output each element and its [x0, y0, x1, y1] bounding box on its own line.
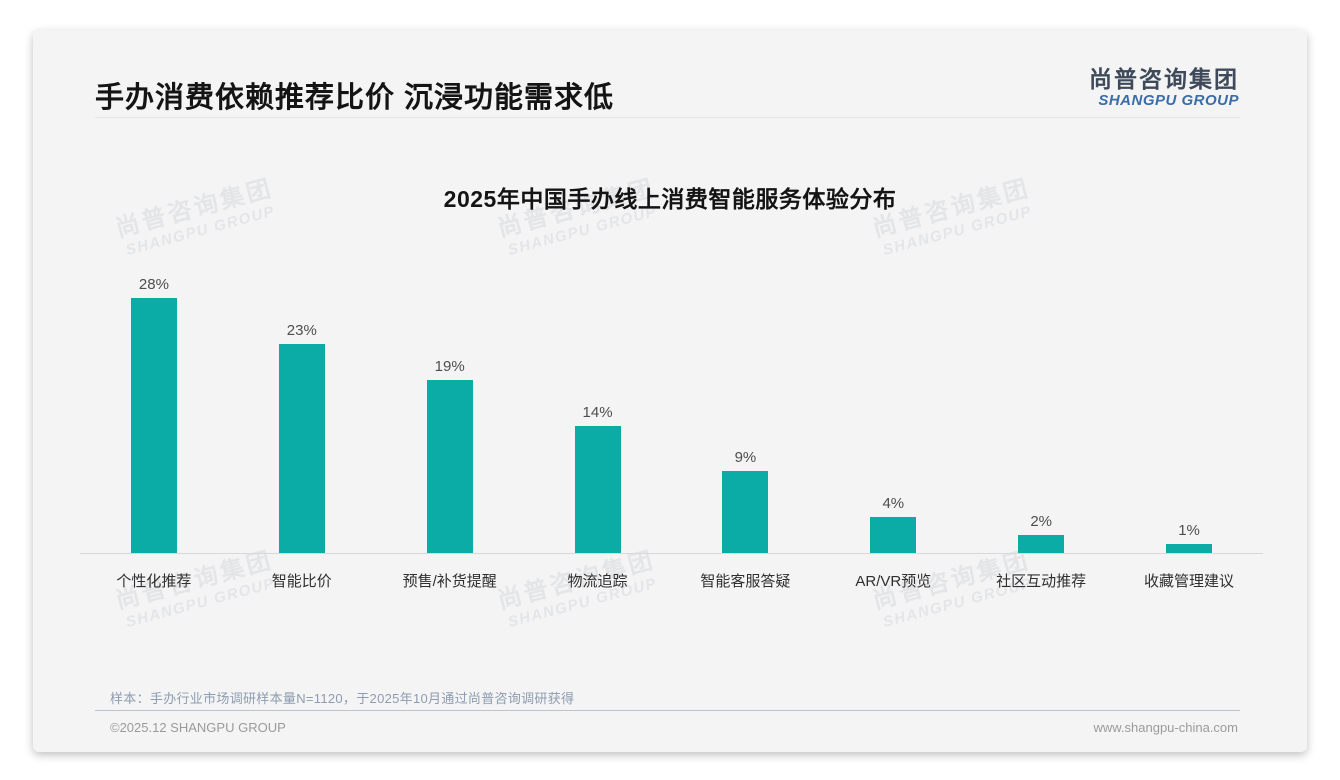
- bar: [1018, 534, 1065, 553]
- category-label: 智能比价: [271, 573, 332, 590]
- bar-column: 1%: [1115, 522, 1263, 553]
- category-label: 智能客服答疑: [700, 573, 791, 590]
- bar-value-label: 19%: [434, 358, 465, 376]
- bar-column: 23%: [228, 322, 376, 553]
- bar: [870, 516, 917, 553]
- bar-value-label: 1%: [1178, 521, 1200, 539]
- bar-column: 9%: [672, 449, 820, 553]
- category-label: 收藏管理建议: [1144, 573, 1235, 590]
- bar-column: 4%: [819, 495, 967, 553]
- logo-cn-text: 尚普咨询集团: [1089, 66, 1239, 92]
- bar: [722, 471, 769, 553]
- sample-note: 样本：手办行业市场调研样本量N=1120，于2025年10月通过尚普咨询调研获得: [110, 691, 575, 706]
- bar-value-label: 14%: [582, 403, 613, 421]
- category-label: AR/VR预览: [855, 573, 932, 590]
- bar-value-label: 2%: [1030, 512, 1053, 530]
- bar-value-label: 9%: [734, 449, 757, 467]
- category-axis: 个性化推荐 智能比价 预售/补货提醒 物流追踪 智能客服答疑 AR/VR预览 社区互动推荐 收…: [80, 570, 1263, 591]
- header: 手办消费依赖推荐比价 沉浸功能需求低 尚普咨询集团 SHANGPU GROUP: [33, 30, 1307, 116]
- page-title: 手办消费依赖推荐比价 沉浸功能需求低: [95, 82, 615, 114]
- bar-plot-area: 28% 23% 19% 14% 9% 4% 2% 1%: [80, 244, 1263, 554]
- bar: [426, 380, 473, 553]
- bar-column: 19%: [376, 358, 524, 553]
- bar-column: 28%: [80, 276, 228, 553]
- footer: ©2025.12 SHANGPU GROUP www.shangpu-china…: [110, 720, 1238, 735]
- slide-card: 尚普咨询集团 SHANGPU GROUP 尚普咨询集团 SHANGPU GROUP 尚普…: [33, 30, 1307, 752]
- bar-value-label: 28%: [138, 276, 169, 294]
- bar: [1166, 543, 1213, 553]
- bar: [130, 298, 177, 553]
- bar: [278, 343, 325, 553]
- website-url: www.shangpu-china.com: [1093, 720, 1238, 735]
- bar: [574, 425, 621, 553]
- header-divider: [95, 117, 1240, 118]
- company-logo: 尚普咨询集团 SHANGPU GROUP: [1089, 66, 1239, 110]
- copyright-text: ©2025.12 SHANGPU GROUP: [110, 720, 286, 735]
- chart-title: 2025年中国手办线上消费智能服务体验分布: [443, 186, 897, 212]
- bar-chart: 28% 23% 19% 14% 9% 4% 2% 1% 个性化推荐 智能比价 预售/补货提醒 物流追…: [80, 244, 1263, 591]
- bar-column: 14%: [524, 404, 672, 553]
- bar-value-label: 23%: [286, 321, 317, 339]
- footer-divider: [95, 710, 1240, 711]
- bar-value-label: 4%: [882, 494, 905, 512]
- category-label: 个性化推荐: [116, 573, 192, 590]
- category-label: 物流追踪: [567, 573, 628, 590]
- category-label: 社区互动推荐: [996, 573, 1087, 590]
- category-label: 预售/补货提醒: [402, 573, 497, 590]
- logo-en-text: SHANGPU GROUP: [1098, 92, 1239, 110]
- bar-column: 2%: [967, 513, 1115, 553]
